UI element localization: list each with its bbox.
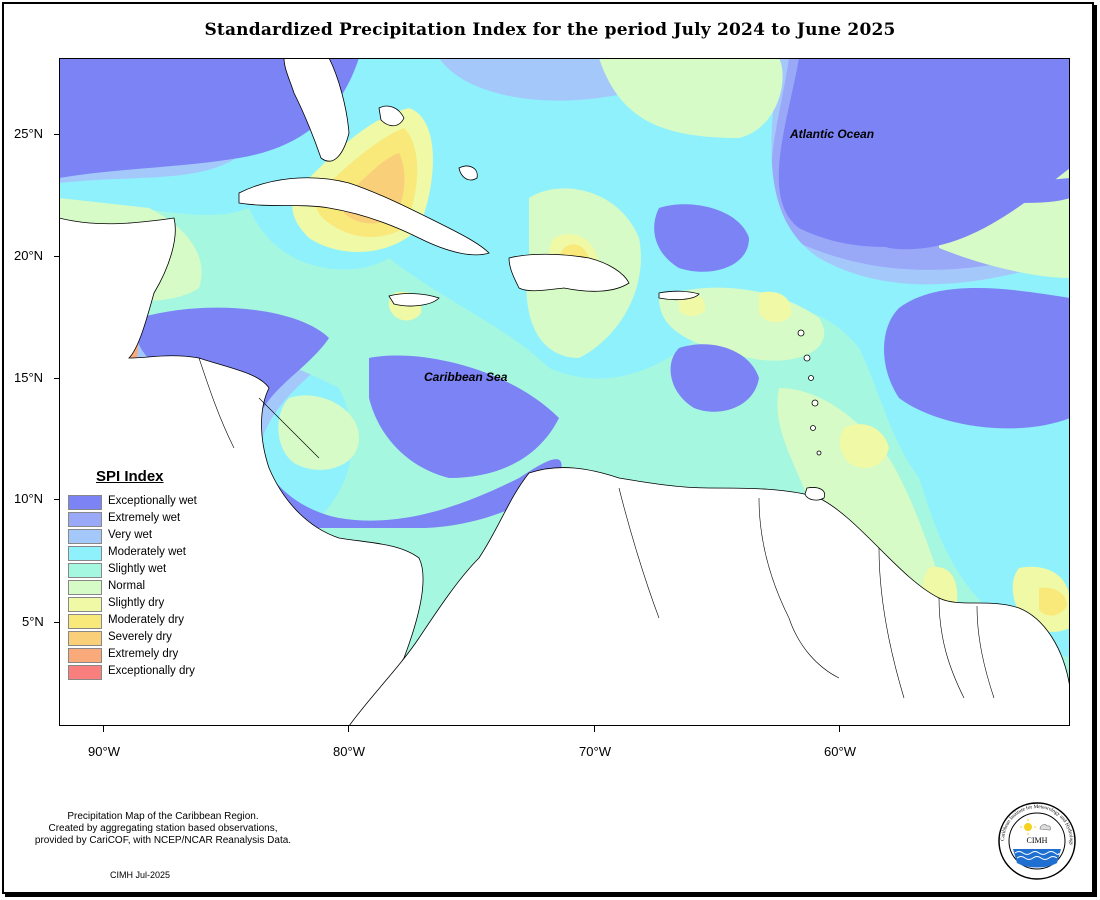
legend-label: Slightly dry <box>108 597 165 609</box>
lon-label-80w: 80°W <box>333 744 365 759</box>
land-cuba <box>238 177 490 256</box>
lat-label-25n: 25°N <box>14 126 60 141</box>
lat-label-10n: 10°N <box>14 491 60 506</box>
lat-label-20n: 20°N <box>14 248 60 263</box>
legend-label: Very wet <box>108 529 153 541</box>
legend-item: Normal <box>68 579 238 596</box>
spi-map-svg <box>59 58 1070 726</box>
credit-text: Precipitation Map of the Caribbean Regio… <box>8 811 318 847</box>
legend-item: Slightly dry <box>68 596 238 613</box>
date-stamp: CIMH Jul-2025 <box>110 870 171 880</box>
land-trinidad <box>804 487 826 501</box>
legend-item: Exceptionally wet <box>68 494 238 511</box>
legend-swatch <box>68 529 102 544</box>
lat-label-5n: 5°N <box>22 614 60 629</box>
legend-item: Severely dry <box>68 630 238 647</box>
land-jamaica <box>388 293 440 307</box>
legend-item: Very wet <box>68 528 238 545</box>
lon-label-60w: 60°W <box>824 744 856 759</box>
legend-label: Severely dry <box>108 631 172 643</box>
lon-label-90w: 90°W <box>88 744 120 759</box>
cimh-logo-svg: CIMH Caribbean Institute for Meteorology… <box>998 802 1076 880</box>
legend-item: Extremely dry <box>68 647 238 664</box>
legend-swatch <box>68 512 102 527</box>
legend-swatch <box>68 614 102 629</box>
legend-swatch <box>68 631 102 646</box>
logo-name: CIMH <box>1027 836 1048 845</box>
credit-line-3: provided by CariCOF, with NCEP/NCAR Rean… <box>34 835 292 846</box>
legend-swatch <box>68 580 102 595</box>
land-hispaniola <box>508 253 630 292</box>
lat-label-15n: 15°N <box>14 370 60 385</box>
legend-swatch <box>68 648 102 663</box>
map-title: Standardized Precipitation Index for the… <box>204 20 896 40</box>
lon-tick-80w <box>348 726 349 732</box>
country-borders <box>198 357 995 699</box>
land-puerto-rico <box>658 290 700 301</box>
legend-title: SPI Index <box>96 468 164 485</box>
legend-item: Moderately dry <box>68 613 238 630</box>
spi-map <box>59 58 1070 726</box>
legend-label: Moderately wet <box>108 546 186 558</box>
land-south-america <box>348 467 1070 726</box>
credit-line-2: Created by aggregating station based obs… <box>48 823 278 834</box>
legend-swatch <box>68 665 102 680</box>
caribbean-sea-label: Caribbean Sea <box>424 370 508 384</box>
lon-label-70w: 70°W <box>579 744 611 759</box>
legend-swatch <box>68 495 102 510</box>
lon-tick-70w <box>594 726 595 732</box>
atlantic-ocean-label: Atlantic Ocean <box>790 127 875 141</box>
credit-line-1: Precipitation Map of the Caribbean Regio… <box>67 811 259 822</box>
legend-label: Extremely dry <box>108 648 179 660</box>
legend-item: Slightly wet <box>68 562 238 579</box>
land-masses <box>59 58 1070 726</box>
cimh-logo: CIMH Caribbean Institute for Meteorology… <box>997 801 1077 881</box>
cloud-icon <box>1039 824 1052 831</box>
sun-icon <box>1024 823 1032 831</box>
legend-label: Exceptionally dry <box>108 665 195 677</box>
legend-label: Normal <box>108 580 146 592</box>
zone-normal <box>599 58 783 138</box>
legend-item: Moderately wet <box>68 545 238 562</box>
land-florida <box>283 58 350 162</box>
lon-tick-60w <box>839 726 840 732</box>
legend-label: Moderately dry <box>108 614 185 626</box>
legend-swatch <box>68 546 102 561</box>
land-central-america <box>59 217 424 726</box>
legend-swatch <box>68 563 102 578</box>
legend-label: Exceptionally wet <box>108 495 197 507</box>
legend-item: Exceptionally dry <box>68 664 238 681</box>
lon-tick-90w <box>103 726 104 732</box>
legend-label: Extremely wet <box>108 512 181 524</box>
legend-item: Extremely wet <box>68 511 238 528</box>
legend-label: Slightly wet <box>108 563 167 575</box>
legend-swatch <box>68 597 102 612</box>
